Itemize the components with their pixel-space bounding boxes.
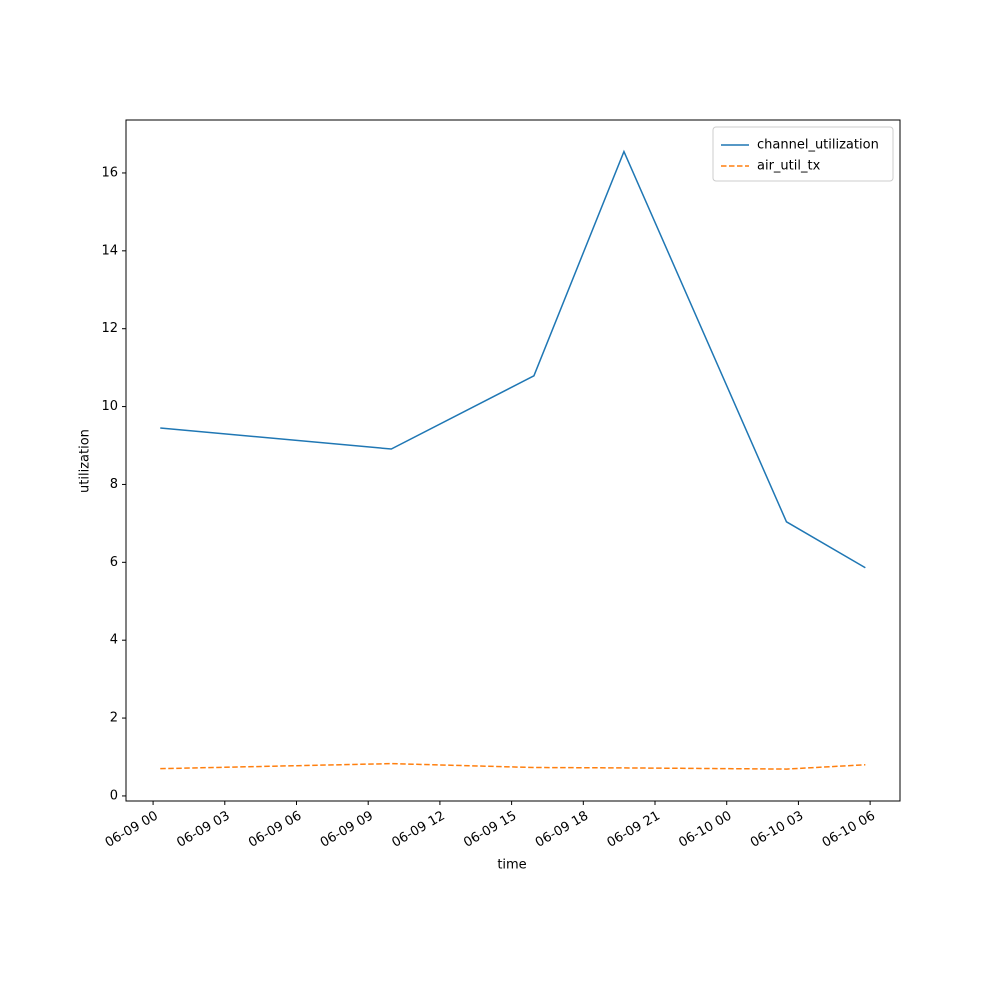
y-tick-label: 8 xyxy=(110,477,118,492)
series-line xyxy=(160,762,866,770)
legend-label: channel_utilization xyxy=(757,138,879,153)
y-tick-label: 4 xyxy=(110,633,118,648)
legend-box xyxy=(712,126,894,182)
y-tick-label: 10 xyxy=(101,399,118,414)
plot-frame xyxy=(125,119,901,802)
y-tick-label: 12 xyxy=(101,321,118,336)
y-tick-label: 6 xyxy=(110,555,118,570)
y-tick-label: 2 xyxy=(110,711,118,726)
y-tick-label: 16 xyxy=(101,165,118,180)
series-line xyxy=(160,149,866,569)
y-tick-label: 0 xyxy=(110,788,118,803)
y-tick-label: 14 xyxy=(101,243,118,258)
y-axis-label: utilization xyxy=(78,429,93,493)
x-axis-label: time xyxy=(497,858,526,873)
legend-label: air_util_tx xyxy=(757,159,821,174)
